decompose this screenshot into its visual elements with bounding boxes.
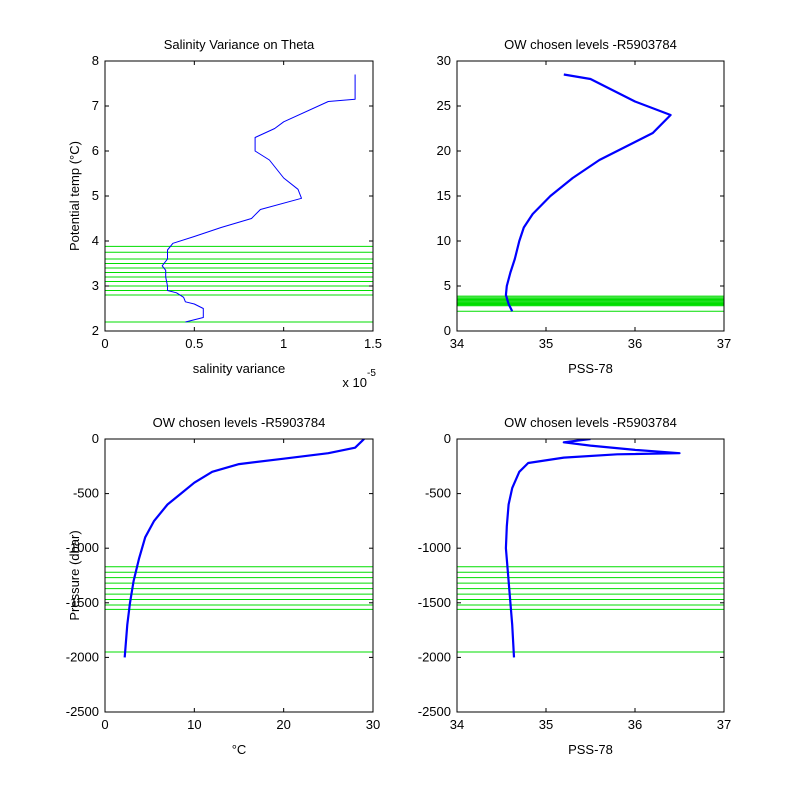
x-tick-label: 36	[628, 717, 642, 732]
x-tick-label: 35	[539, 336, 553, 351]
x-tick-label: 10	[187, 717, 201, 732]
x-tick-label: 0	[101, 717, 108, 732]
y-tick-label: 5	[92, 188, 99, 203]
x-axis-multiplier: x 10	[342, 375, 367, 390]
series-group	[161, 74, 356, 323]
x-tick-label: 0	[101, 336, 108, 351]
x-tick-label: 36	[628, 336, 642, 351]
x-axis-label: PSS-78	[568, 742, 613, 757]
x-tick-label: 30	[366, 717, 380, 732]
x-tick-label: 20	[276, 717, 290, 732]
y-tick-label: -1000	[418, 540, 451, 555]
y-tick-label: 30	[437, 53, 451, 68]
x-axis-label: °C	[232, 742, 247, 757]
y-tick-label: 8	[92, 53, 99, 68]
chart-title: OW chosen levels -R5903784	[153, 415, 326, 430]
y-tick-label: -2500	[66, 704, 99, 719]
x-tick-label: 37	[717, 717, 731, 732]
x-tick-label: 1.5	[364, 336, 382, 351]
y-tick-label: 10	[437, 233, 451, 248]
subplot-4: 34 35 36 37 -2500 -2000 -1500 -1000 -500 0 OW chos…	[418, 415, 731, 757]
series-line	[123, 439, 365, 658]
y-tick-label: 25	[437, 98, 451, 113]
subplot-2: 34 35 36 37 0 5 10 15 20 25 30 OW chosen levels -R5…	[437, 37, 732, 376]
chart-title: OW chosen levels -R5903784	[504, 415, 677, 430]
series-group	[504, 439, 681, 658]
x-axis-label: PSS-78	[568, 361, 613, 376]
x-axis-label: salinity variance	[193, 361, 286, 376]
y-tick-label: -1500	[66, 595, 99, 610]
y-tick-label: -2000	[66, 649, 99, 664]
y-tick-label: 0	[92, 431, 99, 446]
y-axis-label: Pressure (dbar)	[67, 530, 82, 620]
y-tick-label: 2	[92, 323, 99, 338]
y-tick-label: 6	[92, 143, 99, 158]
chart-title: OW chosen levels -R5903784	[504, 37, 677, 52]
y-tick-label: -2500	[418, 704, 451, 719]
y-tick-label: 4	[92, 233, 99, 248]
x-tick-label: 37	[717, 336, 731, 351]
axes-box	[456, 60, 725, 332]
y-tick-label: -1500	[418, 595, 451, 610]
y-tick-label: -500	[425, 486, 451, 501]
x-tick-label: 1	[280, 336, 287, 351]
chosen-levels	[457, 566, 724, 653]
chart-title: Salinity Variance on Theta	[164, 37, 315, 52]
series-line	[504, 439, 681, 658]
chosen-levels	[105, 245, 373, 323]
y-tick-label: 20	[437, 143, 451, 158]
chosen-levels	[105, 566, 373, 653]
subplot-1: 0 0.5 1 1.5 2 3 4 5 6 7 8 Salinity Variance on Thet…	[67, 37, 382, 390]
y-tick-label: -1000	[66, 540, 99, 555]
series-group	[123, 439, 365, 658]
y-tick-label: 15	[437, 188, 451, 203]
y-tick-label: -500	[73, 486, 99, 501]
series-line	[504, 73, 672, 312]
series-group	[504, 73, 672, 312]
axes-box	[104, 438, 374, 713]
x-tick-label: 34	[450, 717, 464, 732]
x-tick-label: 34	[450, 336, 464, 351]
subplot-3: 0 10 20 30 -2500 -2000 -1500 -1000 -500 0 OW chose…	[66, 415, 380, 757]
axes-box	[456, 438, 725, 713]
x-tick-label: 35	[539, 717, 553, 732]
y-tick-label: 0	[444, 323, 451, 338]
x-tick-label: 0.5	[185, 336, 203, 351]
y-tick-label: 7	[92, 98, 99, 113]
series-line	[161, 74, 356, 323]
chosen-levels	[457, 295, 724, 312]
y-tick-label: 0	[444, 431, 451, 446]
y-tick-label: -2000	[418, 649, 451, 664]
y-axis-label: Potential temp (°C)	[67, 141, 82, 251]
y-tick-label: 3	[92, 278, 99, 293]
x-axis-multiplier-exponent: -5	[367, 368, 376, 379]
y-tick-label: 5	[444, 278, 451, 293]
